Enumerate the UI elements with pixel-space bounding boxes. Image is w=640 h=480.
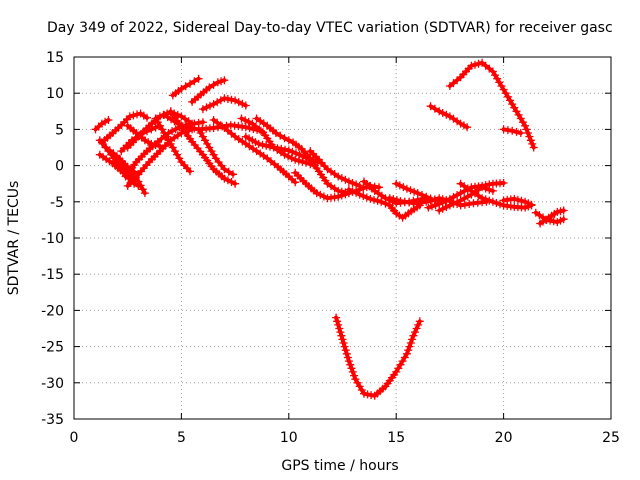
series-markers [117, 121, 164, 156]
grid-lines [74, 57, 611, 419]
series-arc-33 [536, 206, 568, 228]
series-markers [91, 116, 113, 134]
series-arc-02 [95, 136, 149, 198]
y-tick-label: -5 [50, 195, 64, 211]
series-line [308, 149, 362, 188]
series-arc-24 [344, 185, 424, 222]
series-markers [536, 206, 568, 228]
x-tick-label: 10 [280, 430, 298, 446]
series-arc-36 [445, 58, 538, 152]
x-tick-label: 15 [387, 430, 405, 446]
series-arc-01 [91, 116, 113, 134]
series-arc-04 [97, 109, 151, 147]
series-arc-14 [168, 74, 203, 100]
series-arc-11 [151, 114, 194, 176]
y-tick-label: 10 [46, 86, 64, 102]
series-arc-10 [123, 121, 164, 151]
series-markers [332, 313, 424, 400]
series-arc-27 [392, 179, 439, 205]
x-tick-label: 25 [602, 430, 620, 446]
series-arc-37 [499, 125, 525, 137]
series-arc-21 [252, 114, 353, 198]
series-markers [499, 125, 525, 137]
series-markers [445, 58, 538, 152]
x-tick-label: 5 [177, 430, 186, 446]
series-markers [499, 194, 536, 209]
y-tick-label: -30 [41, 376, 64, 392]
series-arc-30 [456, 179, 536, 212]
series-markers [168, 74, 203, 100]
series-markers [456, 179, 536, 212]
series-arc-16 [198, 94, 250, 114]
series-arc-17 [160, 110, 265, 135]
y-tick-label: 15 [46, 50, 64, 66]
series-arc-31 [499, 194, 536, 209]
series-markers [306, 147, 364, 190]
series-line [99, 111, 149, 145]
series-arc-22 [306, 147, 364, 190]
series-arc-07 [117, 121, 164, 156]
plot-frame [73, 56, 612, 420]
series-markers [426, 102, 472, 132]
series-arc-19 [237, 114, 319, 170]
series-markers [392, 179, 439, 205]
x-tick-label: 20 [495, 430, 513, 446]
series-arc-18 [209, 116, 300, 187]
series-markers [160, 110, 265, 135]
series-markers [97, 109, 151, 147]
y-tick-label: 0 [55, 159, 64, 175]
x-axis-label: GPS time / hours [281, 458, 398, 474]
y-tick-label: -35 [41, 412, 64, 428]
series-arc-34 [332, 313, 424, 400]
y-tick-label: 5 [55, 122, 64, 138]
y-tick-label: -15 [41, 267, 64, 283]
series-arc-35 [426, 102, 472, 132]
series-markers [198, 94, 250, 114]
chart-title: Day 349 of 2022, Sidereal Day-to-day VTE… [47, 20, 613, 36]
series-markers [188, 76, 229, 106]
series-markers [209, 116, 300, 187]
series-markers [123, 121, 164, 151]
y-axis-label: SDTVAR / TECUs [6, 181, 22, 296]
y-tick-label: -25 [41, 340, 64, 356]
series-markers [252, 114, 353, 198]
series-arc-15 [188, 76, 229, 106]
series-markers [151, 114, 194, 176]
x-tick-label: 0 [70, 430, 79, 446]
series-markers [344, 185, 424, 222]
axis-ticks: 0 5 10 15 20 25 -35 -30 -25 -20 -15 -10 -5 0 5 10 15 [41, 50, 620, 446]
y-tick-label: -10 [41, 231, 64, 247]
y-tick-label: -20 [41, 303, 64, 319]
data-series [91, 58, 568, 400]
